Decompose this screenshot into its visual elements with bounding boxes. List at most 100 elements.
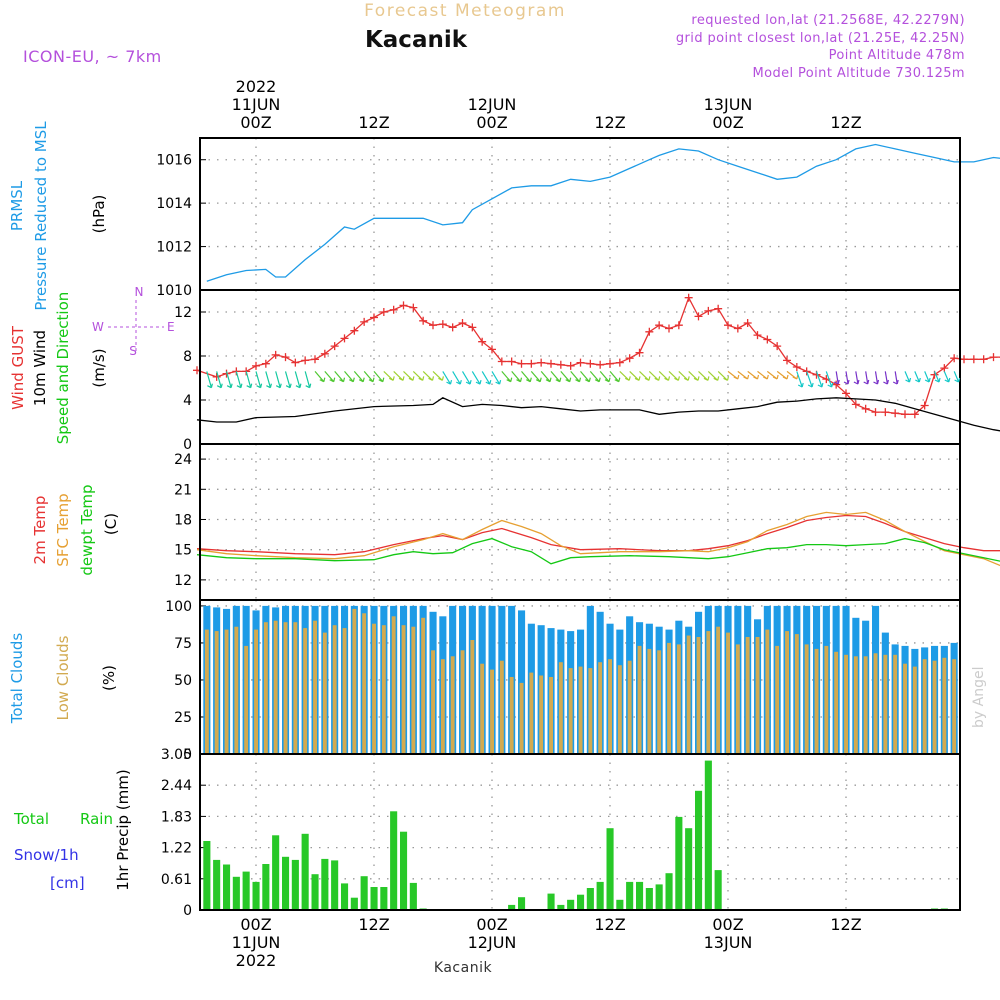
bar-rain — [626, 881, 634, 910]
bar-rain — [350, 897, 358, 910]
clouds-bars — [203, 605, 958, 754]
wind-direction-arrow — [825, 371, 834, 388]
model-altitude: Model Point Altitude 730.125m — [752, 66, 965, 81]
bar-rain — [390, 811, 398, 910]
gust-marker — [704, 306, 713, 315]
gust-marker — [753, 331, 762, 340]
bar-low-clouds — [509, 677, 514, 754]
wind-direction-arrow — [422, 370, 435, 381]
wind-direction-arrow — [873, 371, 880, 385]
precipitation-bars — [203, 760, 948, 910]
bar-rain — [586, 888, 594, 910]
axis-label-dewpt-temp: dewpt Temp — [78, 484, 96, 575]
axis-label-precip: 1hr Precip (mm) — [114, 769, 132, 890]
wind-direction-arrow — [383, 370, 395, 381]
bar-low-clouds — [362, 613, 367, 754]
gust-marker — [468, 323, 477, 332]
legend-snow: Snow/1h — [14, 846, 79, 864]
bar-low-clouds — [667, 642, 671, 754]
bar-rain — [675, 816, 683, 910]
wind-direction-arrow — [324, 371, 336, 383]
bar-rain — [380, 887, 388, 910]
compass-s: S — [129, 344, 137, 358]
bar-low-clouds — [686, 635, 691, 754]
wind-direction-arrow — [294, 371, 302, 389]
gust-marker — [478, 337, 487, 346]
panel-frame — [199, 137, 961, 291]
axis-label-10m-wind: 10m Wind — [31, 330, 49, 406]
bar-rain — [518, 897, 526, 910]
wind-direction-arrow — [707, 370, 720, 381]
temperature-panel — [196, 443, 1000, 601]
gust-marker — [606, 359, 614, 368]
bar-rain — [508, 904, 516, 910]
wind-direction-arrow — [353, 371, 365, 383]
time-label-top: 13JUN — [704, 95, 753, 114]
bar-low-clouds — [932, 660, 937, 754]
gust-marker — [832, 380, 841, 389]
wind-direction-arrow — [580, 371, 591, 383]
bar-low-clouds — [804, 644, 809, 754]
series-line-sfc-temp — [196, 511, 1000, 567]
wind-direction-arrow — [658, 370, 671, 381]
wind-direction-arrow — [883, 371, 889, 385]
bar-low-clouds — [529, 672, 534, 754]
wind-direction-arrow — [275, 371, 282, 389]
gust-marker — [969, 355, 978, 364]
gust-marker — [252, 361, 260, 370]
time-label-bottom: 00Z — [240, 915, 271, 934]
bar-rain — [311, 874, 319, 910]
gust-marker — [212, 372, 221, 381]
y-tick-label: 3.05 — [161, 747, 192, 763]
gust-marker — [311, 355, 319, 364]
y-tick-label: 0 — [183, 747, 192, 763]
bar-low-clouds — [696, 637, 701, 754]
time-label-bottom: 13JUN — [704, 933, 753, 952]
legend-cm: [cm] — [50, 874, 85, 892]
gust-marker — [488, 345, 496, 354]
bar-low-clouds — [676, 644, 681, 754]
requested-coordinates: requested lon,lat (21.2568E, 42.2279N) — [691, 13, 965, 28]
y-tick-label: 100 — [165, 599, 192, 615]
axis-unit-hpa: (hPa) — [90, 195, 108, 234]
gust-marker — [684, 293, 693, 302]
y-tick-label: 1.83 — [161, 809, 192, 825]
gust-marker — [950, 354, 959, 363]
wind-direction-arrow — [924, 371, 931, 383]
wind-direction-arrow — [471, 371, 482, 385]
gust-marker — [851, 400, 860, 409]
bar-low-clouds — [578, 666, 583, 754]
bar-low-clouds — [401, 625, 406, 754]
gust-marker — [556, 360, 565, 369]
compass-w: W — [92, 320, 104, 334]
wind-direction-arrow — [265, 371, 272, 389]
wind-direction-arrow — [843, 371, 850, 385]
wind-direction-arrow — [442, 371, 453, 385]
y-tick-label: 50 — [174, 673, 192, 689]
bar-low-clouds — [263, 622, 268, 754]
model-label: ICON-EU, ~ 7km — [23, 47, 162, 66]
wind-direction-arrow — [530, 371, 542, 383]
bar-low-clouds — [873, 653, 878, 754]
wind-direction-arrow — [560, 371, 572, 383]
wind-direction-arrow — [609, 371, 621, 383]
wind-direction-arrow — [747, 370, 760, 380]
gust-marker — [291, 358, 300, 367]
wind-direction-arrow — [334, 371, 346, 383]
y-tick-label: 12 — [174, 573, 192, 589]
wind-direction-arrow — [678, 370, 690, 381]
y-tick-label: 0 — [183, 437, 192, 453]
wind-direction-arrow — [491, 371, 502, 385]
gust-marker — [891, 409, 900, 418]
wind-direction-arrow — [953, 371, 961, 383]
gust-marker — [527, 359, 536, 368]
time-label-bottom: 12Z — [594, 915, 625, 934]
panel-frame — [199, 753, 961, 911]
wind-direction-arrow — [393, 370, 405, 381]
bar-low-clouds — [598, 662, 603, 754]
gust-marker — [714, 304, 723, 313]
bar-low-clouds — [391, 616, 396, 754]
bar-low-clouds — [549, 677, 553, 754]
bar-low-clouds — [214, 631, 219, 754]
wind-direction-arrow — [216, 371, 223, 389]
